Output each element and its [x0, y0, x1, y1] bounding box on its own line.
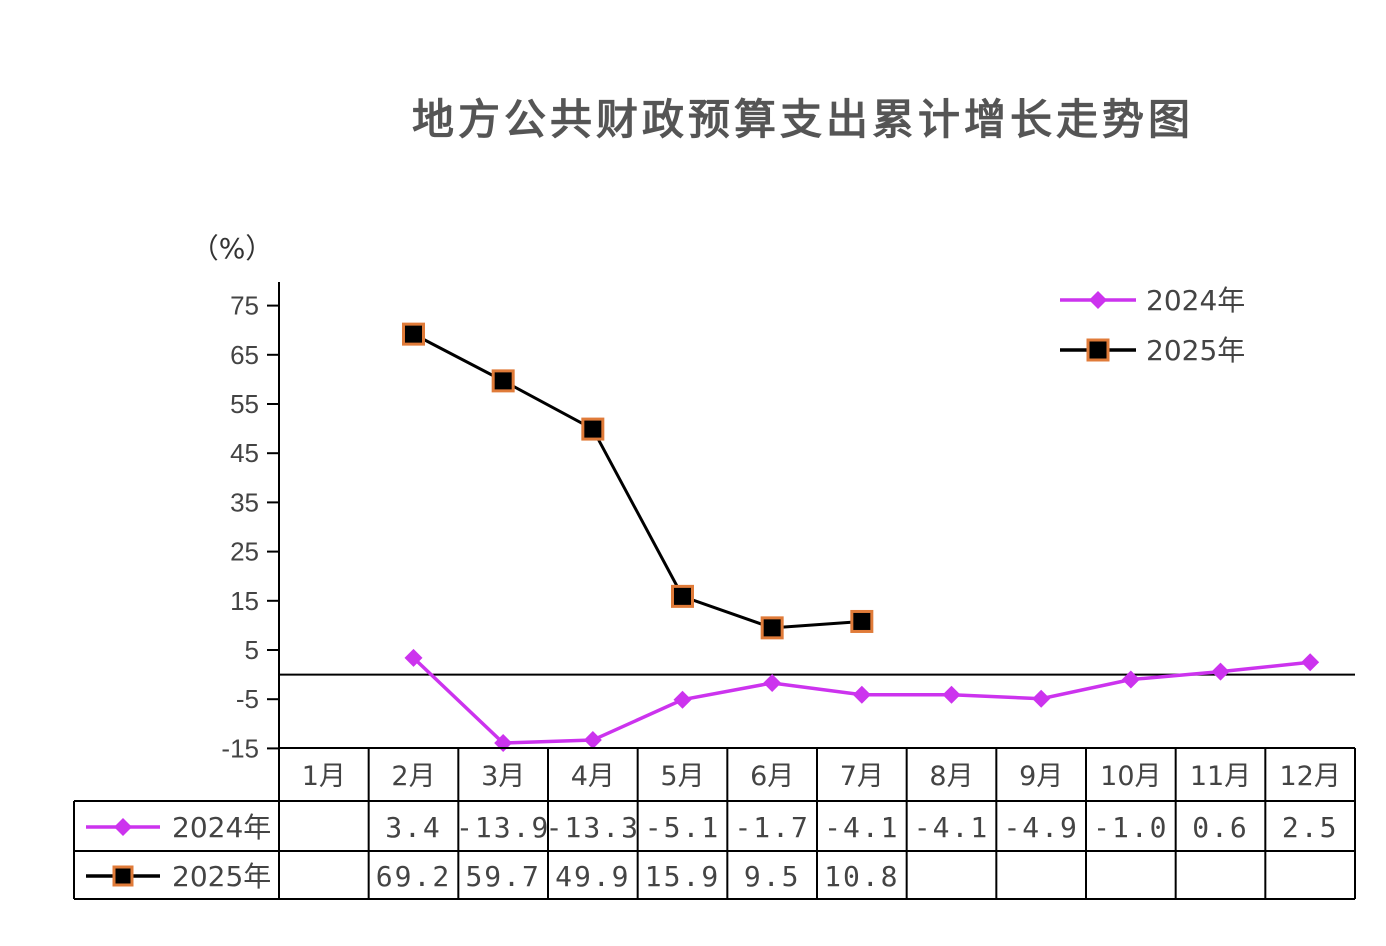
data-point — [850, 609, 874, 633]
series-1 — [404, 648, 1320, 752]
table-cell: -13.3 — [546, 811, 640, 844]
x-tick-label: 2月 — [391, 761, 435, 792]
y-tick-label: 35 — [230, 487, 259, 517]
chart-title: 地方公共财政预算支出累计增长走势图 — [412, 95, 1194, 144]
data-point — [671, 584, 694, 608]
data-point — [1301, 653, 1320, 672]
x-tick-label: 6月 — [750, 761, 794, 792]
table-cell: -13.9 — [456, 811, 550, 844]
data-table: 1月 2月 3月 4月 5月 6月 7月 8月 9月 10月 11月 12月 2024年 3.4 -13.9… — [73, 747, 1356, 900]
x-tick-label: 8月 — [929, 761, 973, 792]
series-2 — [402, 322, 874, 640]
data-point — [402, 322, 425, 346]
data-point — [491, 369, 515, 393]
data-point — [1211, 662, 1230, 681]
table-cell: 9.5 — [744, 860, 801, 893]
y-tick-label: 45 — [230, 438, 259, 468]
table-cell: -4.9 — [1003, 811, 1078, 844]
data-point — [404, 648, 423, 667]
legend-label: 2024年 — [1146, 284, 1245, 317]
table-row-label: 2024年 — [172, 811, 271, 844]
data-point — [583, 731, 602, 750]
data-point — [942, 685, 961, 704]
y-tick-label: 15 — [230, 586, 259, 616]
table-cell: 2.5 — [1282, 811, 1339, 844]
data-point — [763, 673, 782, 692]
data-point — [852, 685, 871, 704]
data-point — [1121, 670, 1140, 689]
legend-label: 2025年 — [1146, 334, 1245, 367]
table-cell: 10.8 — [824, 860, 899, 893]
x-tick-label: 7月 — [840, 761, 884, 792]
series-line — [412, 332, 862, 630]
x-tick-label: 5月 — [660, 761, 704, 792]
table-cell: -1.7 — [734, 811, 809, 844]
table-cell: 59.7 — [465, 860, 540, 893]
y-tick-label: 55 — [230, 389, 259, 419]
x-tick-label: 1月 — [302, 761, 346, 792]
y-unit-label: （%） — [191, 232, 274, 265]
legend-marker — [1089, 291, 1107, 309]
table-cell: 3.4 — [385, 811, 442, 844]
y-tick-label: 75 — [230, 291, 259, 321]
legend-marker — [1086, 338, 1110, 362]
table-cell: 69.2 — [376, 860, 451, 893]
legend: 2024年 2025年 — [1060, 284, 1245, 367]
x-tick-label: 3月 — [481, 761, 525, 792]
y-tick-label: -15 — [221, 733, 259, 763]
table-cell: -1.0 — [1093, 811, 1168, 844]
series-layer — [402, 322, 1320, 752]
table-cell: 15.9 — [645, 860, 720, 893]
data-point — [760, 616, 784, 640]
table-legend-marker — [114, 818, 132, 836]
data-point — [581, 417, 605, 441]
x-tick-label: 9月 — [1019, 761, 1063, 792]
table-cell: 0.6 — [1192, 811, 1249, 844]
x-tick-label: 4月 — [571, 761, 615, 792]
y-tick-label: 65 — [230, 340, 259, 370]
data-point — [1032, 689, 1051, 708]
x-tick-label: 10月 — [1100, 761, 1161, 792]
table-legend-marker — [112, 865, 134, 887]
y-tick-label: 25 — [230, 537, 259, 567]
y-tick-label: 5 — [245, 635, 259, 665]
table-cell: -4.1 — [824, 811, 899, 844]
table-cell: -4.1 — [914, 811, 989, 844]
x-tick-label: 11月 — [1190, 761, 1251, 792]
axes: 75 65 55 45 35 25 15 5 -5 -15 — [221, 282, 1355, 763]
data-point — [673, 690, 692, 709]
table-cell: 49.9 — [555, 860, 630, 893]
y-tick-label: -5 — [236, 684, 259, 714]
table-cell: -5.1 — [645, 811, 720, 844]
table-row-label: 2025年 — [172, 860, 271, 893]
x-tick-label: 12月 — [1279, 761, 1340, 792]
